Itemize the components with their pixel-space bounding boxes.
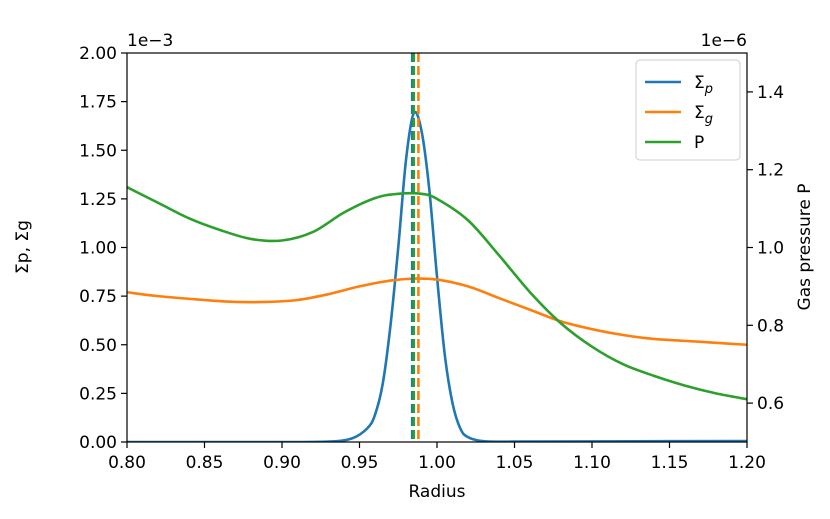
- series-line-1: [127, 277, 747, 347]
- y-left-tick-label: 2.00: [79, 44, 117, 64]
- x-tick-label: 1.05: [496, 453, 534, 473]
- x-tick-label: 1.15: [651, 453, 689, 473]
- legend-label-main: P: [694, 133, 704, 153]
- y-left-tick-label: 1.25: [79, 190, 117, 210]
- legend-label-main: Σ: [694, 73, 705, 93]
- x-axis: 0.80 0.85 0.90 0.95 1.00 1.05 1.10 1.15 1.20: [108, 442, 766, 473]
- y-left-tick-label: 0.25: [79, 384, 117, 404]
- legend-label-sub: p: [704, 82, 713, 97]
- legend-box: [635, 59, 741, 161]
- y-right-axis-label: Gas pressure P: [795, 184, 815, 311]
- y-left-tick-label: 1.75: [79, 93, 117, 113]
- y-left-tick-label: 1.00: [79, 239, 117, 259]
- x-tick-label: 0.90: [263, 453, 301, 473]
- x-axis-label: Radius: [408, 482, 465, 502]
- x-tick-label: 1.00: [418, 453, 456, 473]
- x-tick-label: 0.85: [186, 453, 224, 473]
- series-line-2: [127, 186, 747, 401]
- legend-label: Σp: [694, 73, 713, 97]
- legend-label-main: Σ: [694, 103, 705, 123]
- legend-label: Σg: [694, 103, 713, 127]
- y-left-tick-label: 0.50: [79, 336, 117, 356]
- series-line-0: [127, 110, 747, 442]
- y-left-tick-label: 0.75: [79, 287, 117, 307]
- right-offset-label: 1e−6: [701, 31, 747, 51]
- y-left-axis-label: Σp, Σg: [13, 220, 33, 274]
- legend-label-sub: g: [705, 112, 713, 127]
- x-tick-label: 1.20: [728, 453, 766, 473]
- x-tick-label: 0.95: [341, 453, 379, 473]
- y-left-tick-label: 0.00: [79, 433, 117, 453]
- y-right-tick-label: 1.2: [757, 161, 784, 181]
- y-axis-left: 0.00 0.25 0.50 0.75 1.00 1.25 1.50 1.75 2.00: [79, 44, 127, 453]
- x-tick-label: 0.80: [108, 453, 146, 473]
- y-right-tick-label: 1.0: [757, 239, 784, 259]
- y-right-tick-label: 1.4: [757, 83, 784, 103]
- y-right-tick-label: 0.6: [757, 394, 784, 414]
- y-left-tick-label: 1.50: [79, 141, 117, 161]
- left-offset-label: 1e−3: [127, 31, 173, 51]
- y-right-tick-label: 0.8: [757, 316, 784, 336]
- x-tick-label: 1.10: [573, 453, 611, 473]
- y-axis-right: 0.6 0.8 1.0 1.2 1.4: [747, 83, 784, 414]
- legend-label: P: [694, 133, 704, 153]
- series-layer: [127, 110, 747, 442]
